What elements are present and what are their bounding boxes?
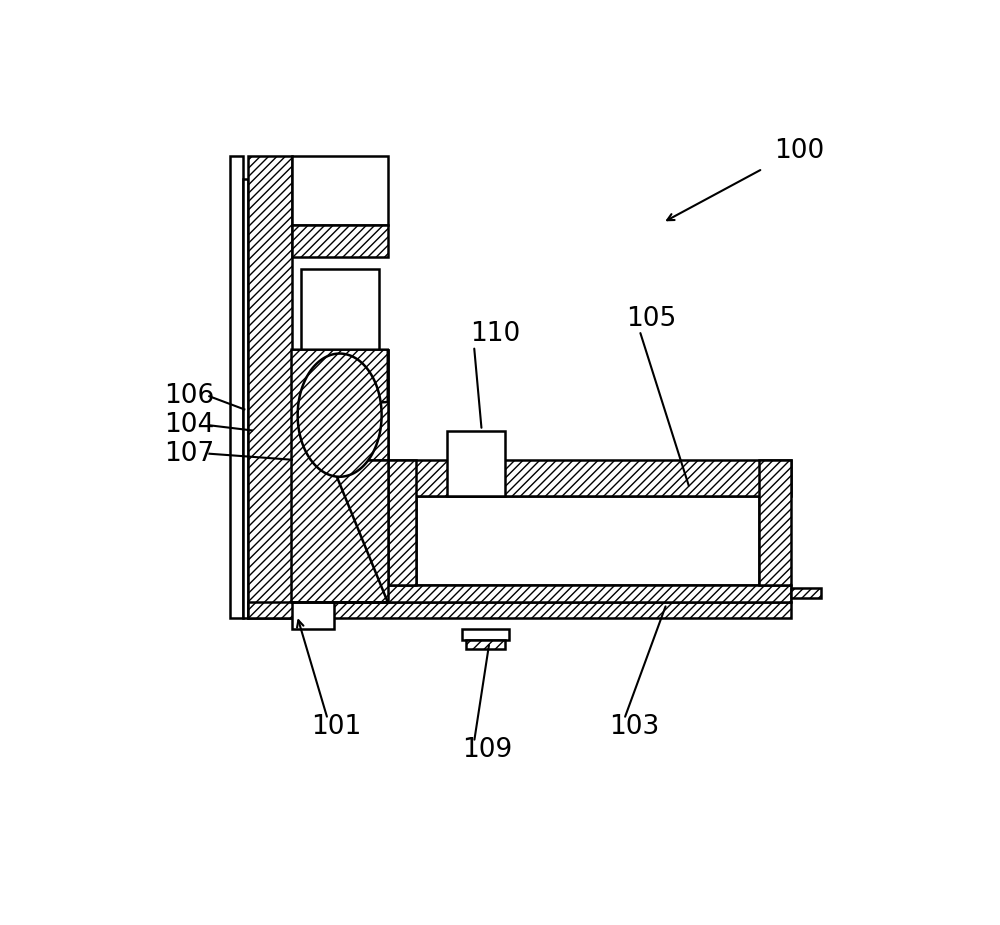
Bar: [292, 460, 388, 602]
Text: 100: 100: [774, 138, 825, 164]
Text: 103: 103: [609, 714, 659, 740]
Polygon shape: [298, 353, 382, 476]
Bar: [447, 430, 505, 496]
Bar: [416, 496, 759, 585]
Text: 101: 101: [311, 714, 361, 740]
Text: 106: 106: [164, 383, 215, 409]
Bar: [248, 155, 292, 618]
Bar: [248, 602, 791, 618]
Bar: [301, 269, 379, 350]
Bar: [791, 588, 820, 598]
Text: 110: 110: [470, 321, 520, 347]
Bar: [230, 155, 243, 618]
Bar: [388, 460, 791, 496]
Polygon shape: [292, 350, 388, 602]
Bar: [292, 585, 791, 602]
Bar: [243, 179, 248, 618]
Text: 105: 105: [626, 306, 677, 332]
Bar: [292, 350, 388, 460]
Bar: [466, 640, 505, 649]
Text: 104: 104: [164, 413, 215, 438]
Bar: [759, 460, 791, 585]
Text: 107: 107: [164, 440, 215, 466]
Bar: [292, 602, 334, 629]
Bar: [388, 460, 416, 585]
Bar: [292, 225, 388, 257]
Bar: [292, 155, 388, 225]
Bar: [292, 350, 388, 460]
Text: 109: 109: [462, 737, 513, 763]
Bar: [462, 629, 509, 640]
